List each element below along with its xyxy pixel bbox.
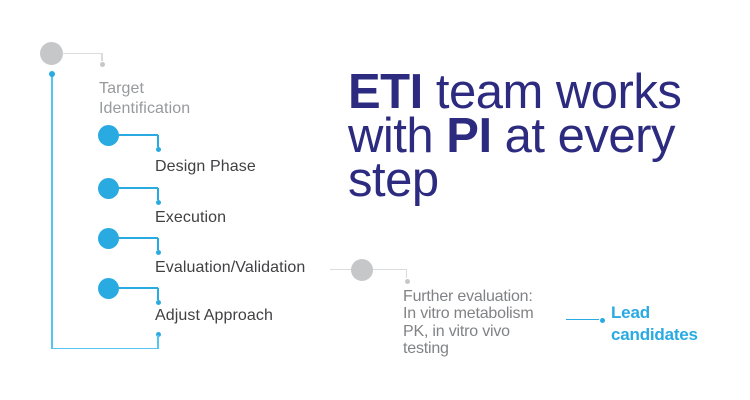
step-label-evaluation-validation: Evaluation/Validation (155, 259, 306, 276)
lead-arrow-dot (599, 317, 605, 323)
step-connector-horizontal-line (117, 237, 158, 239)
step-connector-dot (155, 249, 161, 255)
branch-connector-left-line (330, 268, 351, 270)
step-connector-horizontal-line (117, 134, 158, 136)
start-node-circle (40, 42, 63, 65)
branch-node-circle (351, 259, 373, 281)
step-node-evaluation-circle (97, 227, 119, 249)
step-label-adjust-approach: Adjust Approach (155, 307, 274, 324)
step-connector-dot (155, 199, 161, 205)
start-connector-vertical-line (101, 53, 103, 61)
headline: ETI team works with PI at every step (348, 68, 700, 205)
further-evaluation-note: Further evaluation: In vitro metabolism … (403, 288, 534, 357)
step-label-target-identification: Target Identification (99, 80, 191, 117)
loop-line-up (51, 76, 53, 349)
headline-text-segment: at every step (348, 109, 675, 207)
headline-text-segment: team works with (348, 65, 682, 163)
step-node-execution-circle (97, 177, 119, 199)
step-connector-horizontal-line (117, 187, 158, 189)
loop-line-down (157, 335, 159, 349)
step-connector-vertical-line (156, 238, 159, 250)
step-connector-dot (155, 299, 161, 305)
branch-connector-dot (404, 278, 410, 284)
branch-connector-drop-line (405, 269, 407, 278)
step-connector-dot (155, 146, 161, 152)
lead-candidates-label: Lead candidates (611, 303, 698, 344)
lead-arrow-line (566, 318, 599, 320)
loop-start-dot (155, 331, 161, 337)
step-node-design-phase-circle (97, 124, 119, 146)
step-connector-vertical-line (156, 188, 159, 200)
branch-connector-right-line (373, 268, 407, 270)
start-connector-dot (99, 61, 105, 67)
loop-line-bottom (51, 347, 159, 349)
step-node-adjust-approach-circle (97, 277, 119, 299)
loop-end-dot (49, 71, 55, 77)
headline-eti-acronym: ETI (348, 65, 423, 119)
headline-pi-acronym: PI (446, 109, 492, 163)
start-connector-horizontal-line (62, 52, 102, 54)
step-label-execution: Execution (155, 209, 227, 226)
step-connector-vertical-line (156, 135, 159, 147)
step-connector-horizontal-line (117, 287, 158, 289)
step-label-design-phase: Design Phase (155, 158, 256, 175)
step-connector-vertical-line (156, 288, 159, 300)
